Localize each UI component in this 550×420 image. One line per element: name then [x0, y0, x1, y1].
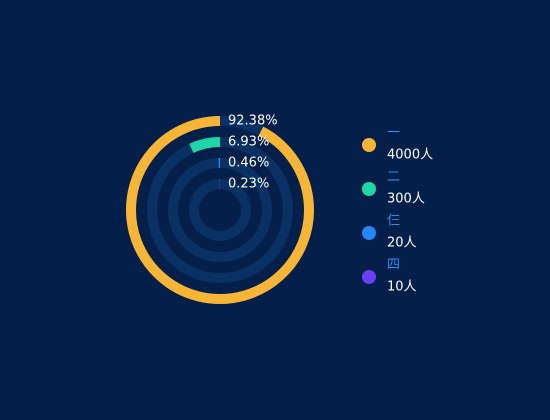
legend-dot: [362, 270, 376, 284]
legend-value: 20人: [387, 236, 417, 251]
ring-bar: [126, 116, 314, 304]
percent-label: 6.93%: [228, 135, 269, 150]
legend-name: 仨: [387, 214, 400, 229]
legend-dot: [362, 226, 376, 240]
percent-label: 0.23%: [228, 177, 269, 192]
legend-name: 一: [387, 126, 400, 141]
legend-value: 300人: [387, 192, 425, 207]
legend-name: 四: [387, 258, 400, 273]
legend-dot: [362, 138, 376, 152]
percent-label: 92.38%: [228, 114, 278, 129]
legend-value: 10人: [387, 280, 417, 295]
legend-value: 4000人: [387, 148, 433, 163]
ring-bar: [189, 137, 221, 153]
percent-label: 0.46%: [228, 156, 269, 171]
legend-name: 二: [387, 170, 400, 185]
legend-dot: [362, 182, 376, 196]
